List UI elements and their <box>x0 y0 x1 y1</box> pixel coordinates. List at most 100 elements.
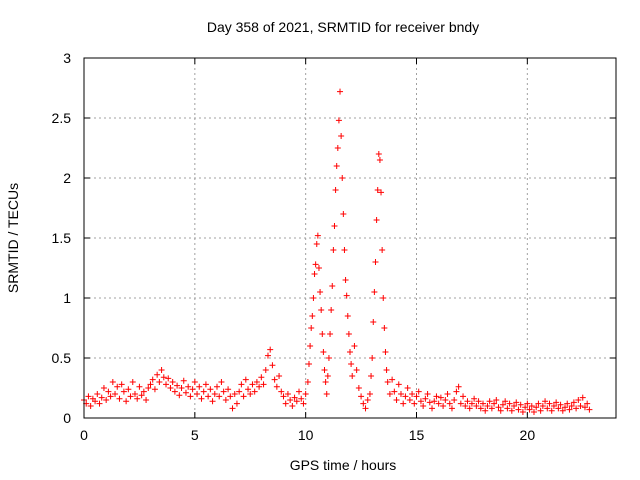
data-point <box>360 400 367 407</box>
data-point <box>140 388 147 395</box>
data-point <box>125 386 132 393</box>
data-point <box>331 223 338 229</box>
data-point <box>267 346 274 353</box>
data-point <box>508 407 515 414</box>
data-point <box>298 395 305 402</box>
data-point <box>191 379 198 385</box>
data-point <box>542 398 549 405</box>
data-point <box>233 400 240 407</box>
data-point <box>584 400 591 407</box>
data-point <box>145 385 152 391</box>
data-point <box>293 398 300 405</box>
data-point <box>517 401 524 408</box>
data-point <box>339 175 346 181</box>
data-point <box>325 355 332 361</box>
data-point <box>440 403 447 409</box>
data-point <box>393 397 400 403</box>
data-point <box>167 385 174 391</box>
data-point <box>116 395 123 402</box>
data-point <box>245 386 252 393</box>
data-point <box>196 383 203 390</box>
data-point <box>471 395 478 402</box>
data-point <box>98 394 105 401</box>
data-point <box>118 381 125 388</box>
data-point <box>372 259 379 265</box>
x-tick-label: 0 <box>80 427 88 443</box>
grid-lines <box>84 58 616 418</box>
data-point <box>330 247 337 253</box>
data-point <box>577 403 584 409</box>
data-point <box>216 393 223 400</box>
data-point <box>209 398 216 405</box>
data-point <box>457 400 464 407</box>
x-tick-label: 20 <box>520 427 536 443</box>
data-point <box>530 409 537 415</box>
data-point <box>337 88 344 95</box>
chart-title: Day 358 of 2021, SRMTID for receiver bnd… <box>207 19 479 35</box>
data-point <box>309 313 316 319</box>
data-point <box>513 399 520 406</box>
data-point <box>460 393 467 400</box>
y-tick-labels: 0 0.5 1 1.5 2 2.5 3 <box>52 50 72 426</box>
data-point <box>227 393 234 400</box>
data-point <box>149 376 156 383</box>
x-tick-label: 10 <box>298 427 314 443</box>
data-point <box>187 393 194 400</box>
data-point <box>315 265 322 271</box>
data-point <box>171 388 178 395</box>
data-point <box>382 349 389 355</box>
y-tick-label: 2 <box>63 170 71 186</box>
data-point <box>321 367 328 373</box>
data-point <box>264 352 271 359</box>
data-point <box>318 307 325 313</box>
data-point <box>231 391 238 397</box>
data-point <box>570 399 577 406</box>
data-point <box>586 406 593 413</box>
data-point <box>533 404 540 411</box>
data-point <box>335 117 342 124</box>
data-point <box>366 391 373 397</box>
data-point <box>362 405 369 412</box>
data-point <box>185 383 192 390</box>
data-point <box>323 391 330 397</box>
data-point <box>375 151 382 157</box>
data-point <box>194 391 201 397</box>
data-point <box>550 403 557 409</box>
data-point <box>329 283 336 289</box>
data-point <box>127 393 134 400</box>
data-point <box>129 379 136 385</box>
data-point <box>320 349 327 355</box>
data-point <box>381 325 388 331</box>
data-point <box>451 397 458 403</box>
data-point <box>455 383 462 390</box>
data-point <box>442 397 449 403</box>
data-point <box>178 385 185 391</box>
data-point <box>502 398 509 405</box>
y-tick-label: 2.5 <box>52 110 72 126</box>
data-point <box>103 397 110 403</box>
data-point <box>207 386 214 393</box>
data-point <box>486 398 493 405</box>
data-point <box>94 391 101 397</box>
data-point <box>85 393 92 400</box>
data-point <box>464 398 471 405</box>
data-point <box>345 331 352 337</box>
data-point <box>389 376 396 383</box>
data-point <box>284 391 291 397</box>
data-point <box>304 379 311 385</box>
data-point <box>100 385 107 391</box>
data-point <box>332 187 339 193</box>
data-point <box>431 398 438 405</box>
data-point <box>242 376 249 383</box>
data-point <box>107 393 114 400</box>
data-point <box>477 405 484 412</box>
data-point <box>302 391 309 397</box>
data-point <box>370 319 377 325</box>
data-point <box>278 388 285 395</box>
data-point <box>539 403 546 409</box>
data-point <box>310 295 317 301</box>
data-point <box>495 404 502 411</box>
data-point <box>289 403 296 409</box>
data-point <box>123 398 130 405</box>
